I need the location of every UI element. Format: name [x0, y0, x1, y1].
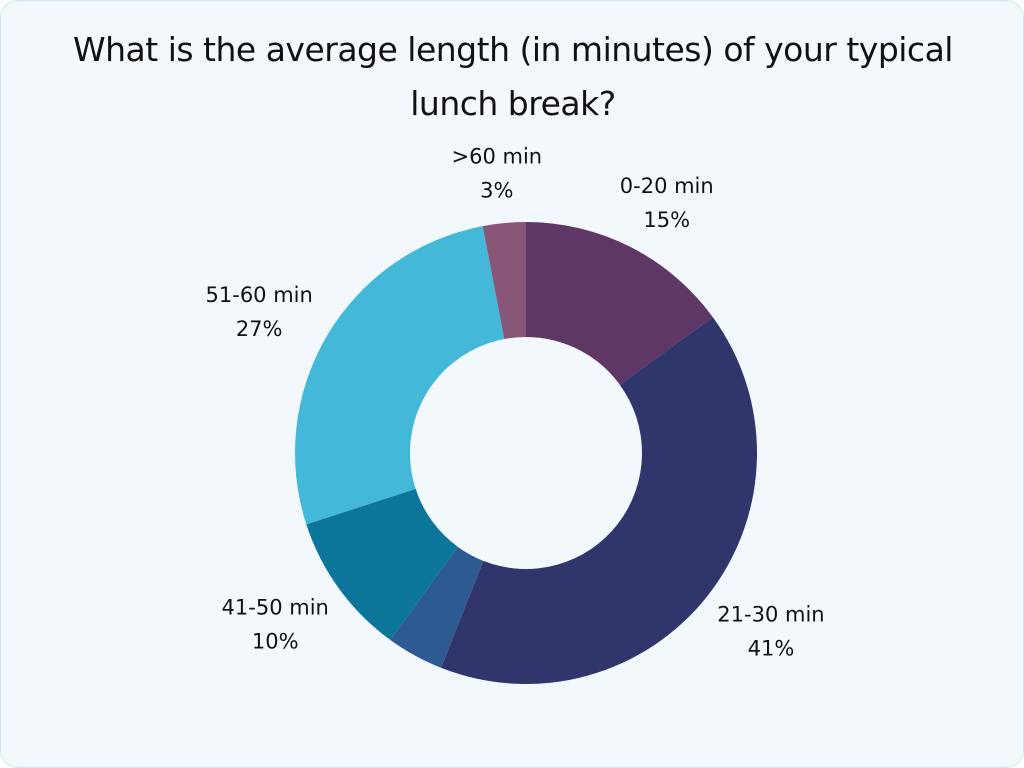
slice-label-3: 41-50 min 10%	[222, 596, 329, 654]
chart-title: What is the average length (in minutes) …	[73, 30, 953, 123]
slice-label-5: >60 min 3%	[452, 144, 543, 202]
slice-category-label: 0-20 min	[620, 174, 714, 198]
slice-category-label: 41-50 min	[222, 596, 329, 620]
slice-percent-label: 15%	[643, 208, 690, 232]
slice-percent-label: 3%	[480, 178, 513, 202]
donut-slice-0	[526, 222, 713, 385]
donut-slice-2	[390, 546, 484, 668]
slice-percent-label: 10%	[252, 630, 299, 654]
donut-slice-1	[440, 317, 757, 684]
slice-category-label: 21-30 min	[717, 603, 824, 627]
donut-slices	[295, 222, 757, 684]
slice-label-4: 51-60 min 27%	[206, 283, 313, 341]
slice-category-label: >60 min	[452, 144, 543, 168]
slice-percent-label: 41%	[748, 637, 795, 661]
donut-slice-4	[295, 226, 505, 525]
donut-labels: 0-20 min 15% 21-30 min 41% 41-50 min 10% 51-60…	[206, 144, 825, 660]
slice-label-0: 0-20 min 15%	[620, 174, 714, 232]
slice-percent-label: 27%	[236, 317, 283, 341]
donut-slice-3	[306, 488, 458, 640]
slice-category-label: 51-60 min	[206, 283, 313, 307]
donut-slice-5	[482, 222, 526, 340]
slice-label-1: 21-30 min 41%	[717, 603, 824, 661]
